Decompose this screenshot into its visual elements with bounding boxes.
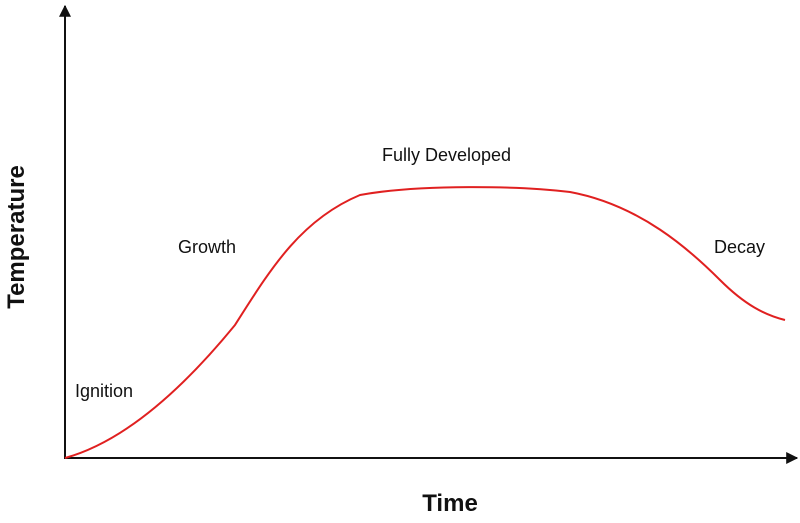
x-axis-title: Time — [422, 490, 478, 517]
stage-label: Growth — [178, 237, 236, 257]
stage-label: Decay — [714, 237, 765, 257]
stage-label: Ignition — [75, 381, 133, 401]
y-axis-title: Temperature — [3, 165, 30, 309]
temperature-curve — [64, 186, 786, 459]
stage-label: Fully Developed — [382, 145, 511, 165]
